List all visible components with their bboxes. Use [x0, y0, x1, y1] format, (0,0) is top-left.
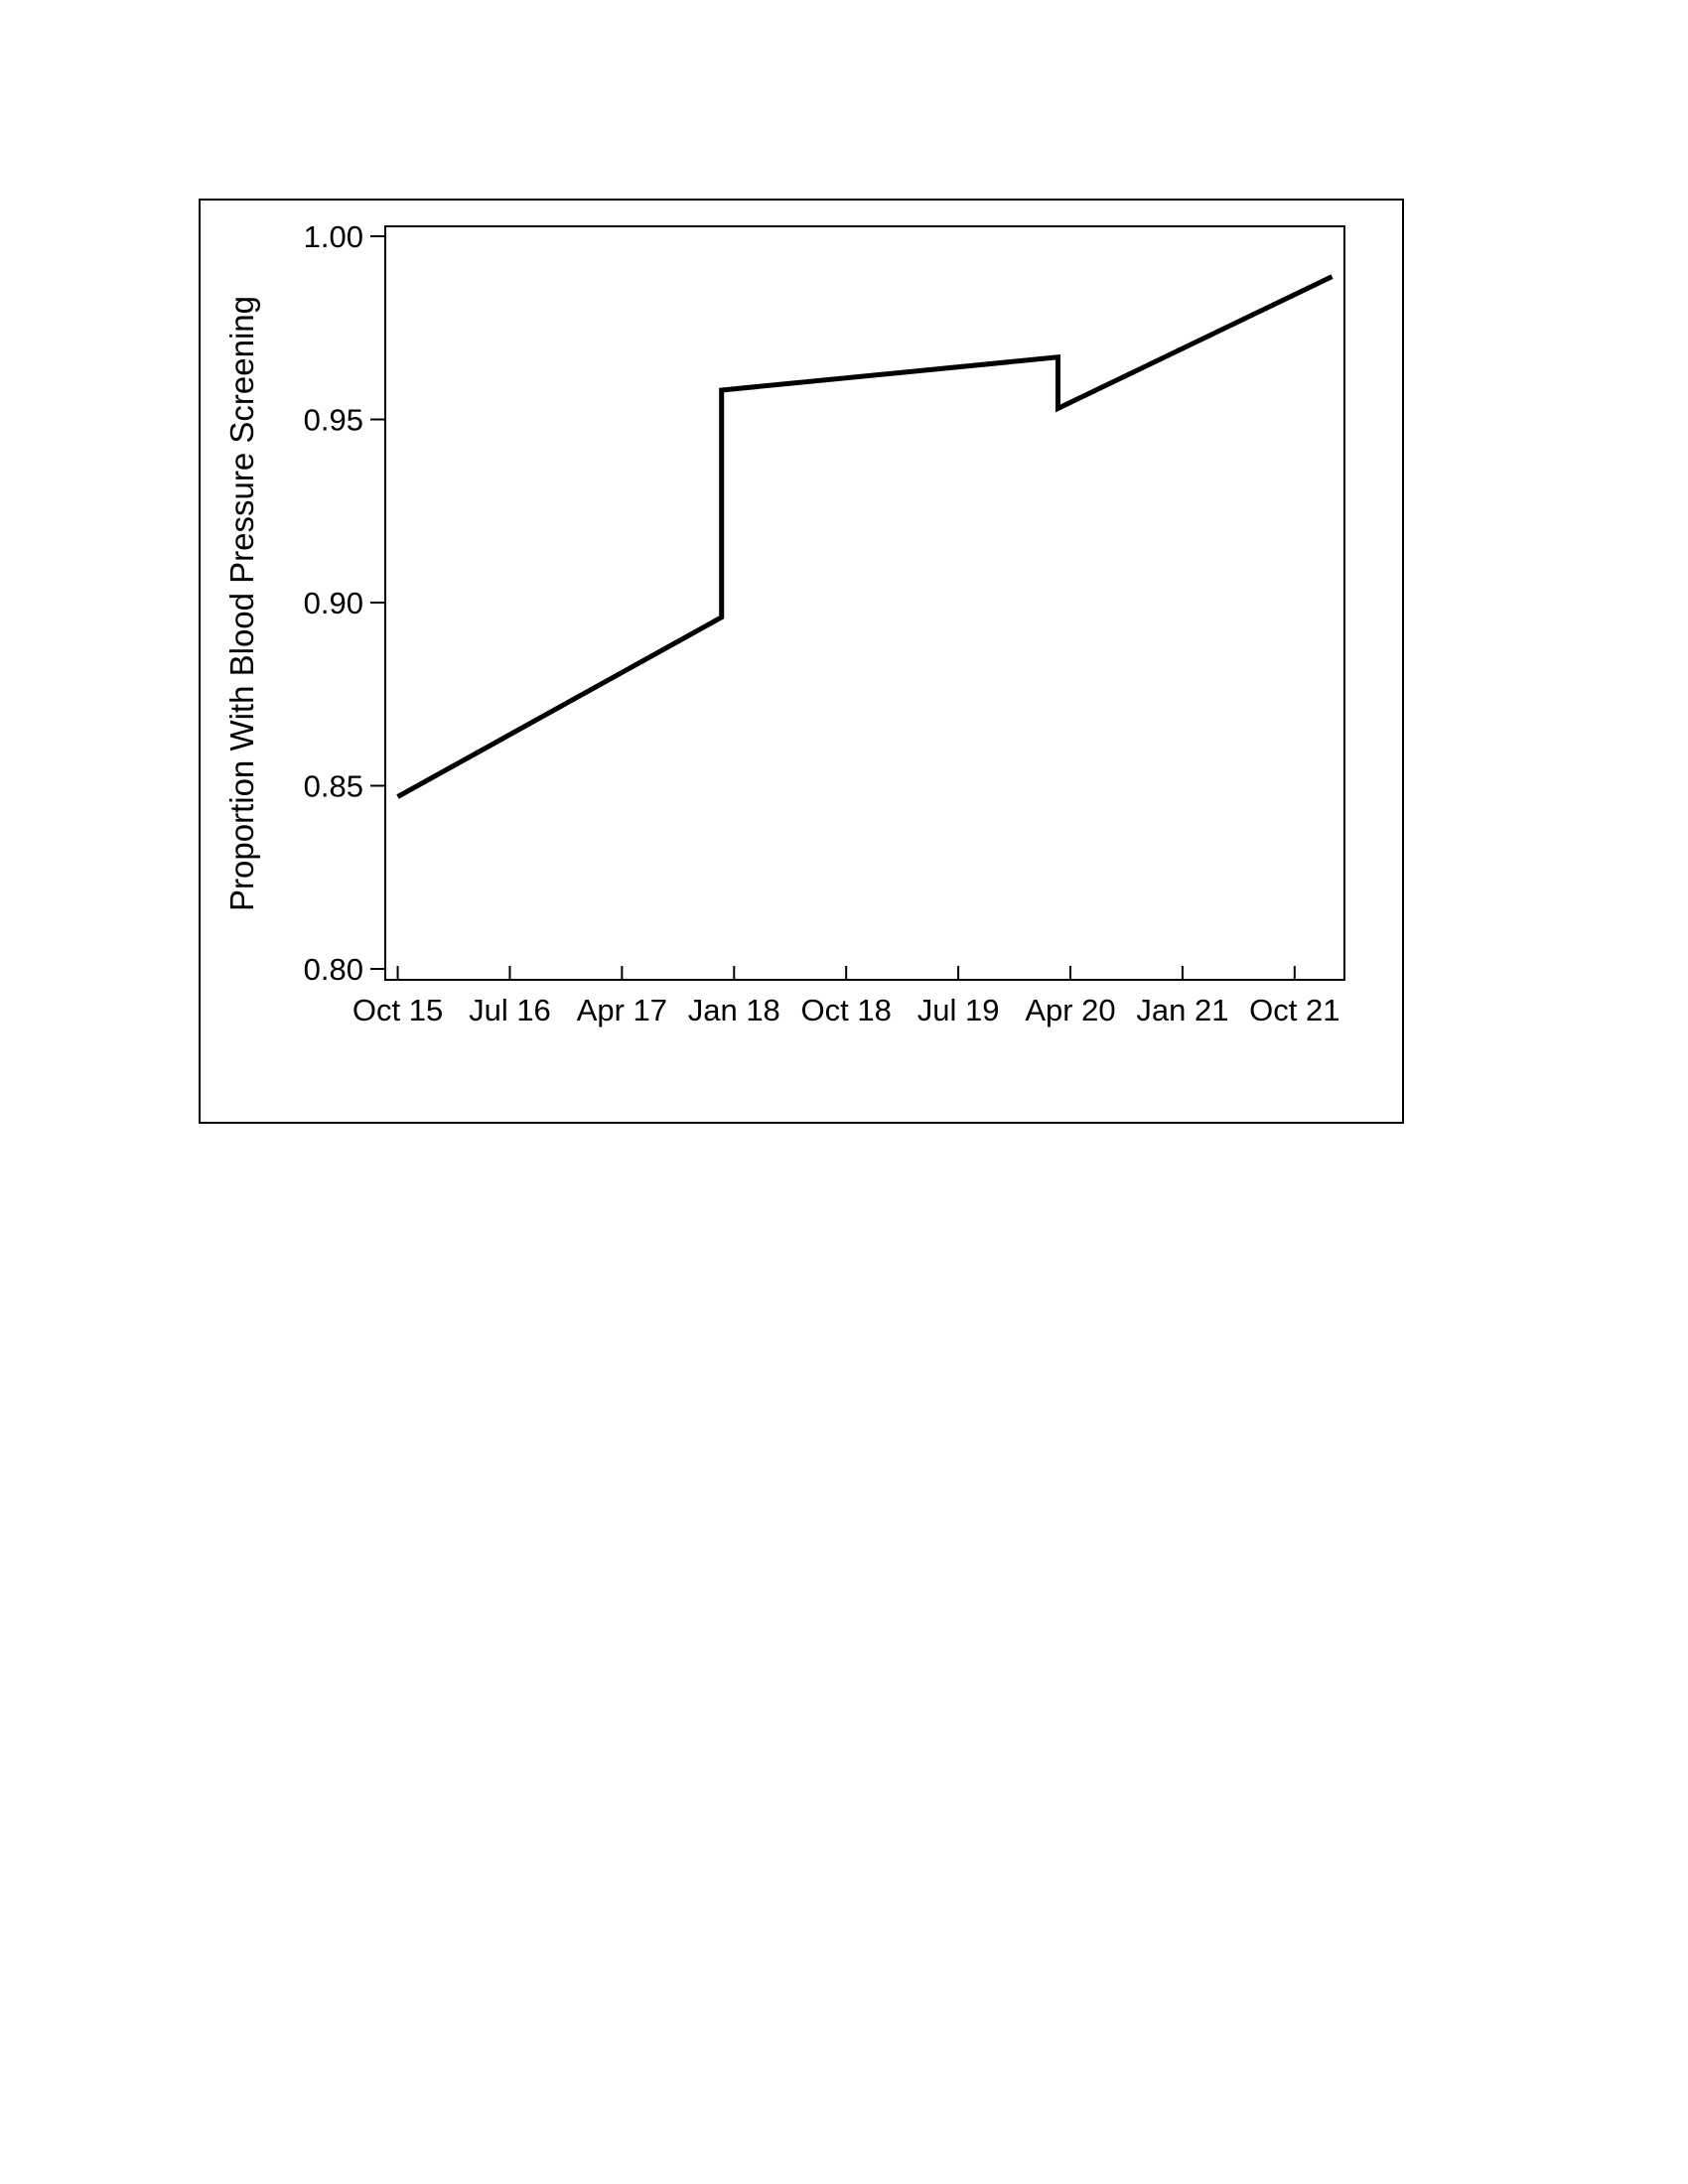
x-tick-label: Oct 21 [1249, 993, 1339, 1027]
x-tick-label: Jan 21 [1136, 993, 1228, 1027]
y-tick-label: 0.95 [304, 403, 363, 438]
x-tick-label: Oct 15 [352, 993, 443, 1027]
y-tick-label: 1.00 [304, 219, 363, 254]
x-tick-label: Jul 16 [469, 993, 551, 1027]
series-line [396, 274, 1334, 799]
x-tick-label: Jan 18 [688, 993, 780, 1027]
x-tick-label: Apr 20 [1025, 993, 1115, 1027]
y-tick-label: 0.80 [304, 952, 363, 987]
y-tick-label: 0.85 [304, 769, 363, 804]
y-axis: 0.80 0.85 0.90 0.95 1.00 [304, 219, 385, 987]
x-axis: Oct 15 Jul 16 Apr 17 Jan 18 Oct 18 Jul 19 Apr … [352, 966, 1339, 1027]
y-axis-title: Proportion With Blood Pressure Screening [223, 296, 260, 911]
figure-border [199, 199, 1404, 1124]
x-tick-label: Apr 17 [577, 993, 667, 1027]
x-tick-label: Jul 19 [917, 993, 1000, 1027]
x-tick-label: Oct 18 [801, 993, 892, 1027]
y-tick-label: 0.90 [304, 586, 363, 620]
